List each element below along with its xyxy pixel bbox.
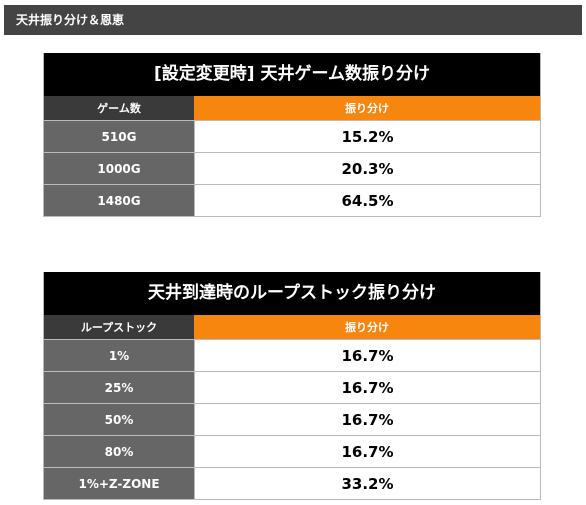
table-row: 1%+Z-ZONE 33.2% [44,468,540,500]
cell-value: 33.2% [194,468,540,499]
row-label: 1480G [44,185,194,216]
column-header: 振り分け [194,96,540,120]
cell-value: 16.7% [194,436,540,467]
row-label: 510G [44,121,194,152]
table-row: 1% 16.7% [44,340,540,372]
table-row: 80% 16.7% [44,436,540,468]
cell-value: 64.5% [194,185,540,216]
cell-value: 16.7% [194,340,540,371]
table-title: 天井到達時のループストック振り分け [44,272,540,315]
table-row: 510G 15.2% [44,121,540,153]
table-row: 50% 16.7% [44,404,540,436]
table-row: 1000G 20.3% [44,153,540,185]
column-header: ゲーム数 [44,96,194,120]
table: 天井到達時のループストック振り分け ループストック 振り分け 1% 16.7% 25% 16… [43,272,541,500]
row-label: 1% [44,340,194,371]
header-row: ゲーム数 振り分け [44,96,540,121]
header-row: ループストック 振り分け [44,315,540,340]
table-row: 1480G 64.5% [44,185,540,217]
row-label: 50% [44,404,194,435]
cell-value: 15.2% [194,121,540,152]
cell-value: 16.7% [194,404,540,435]
section-header: 天井振り分け＆恩恵 [4,5,582,35]
column-header: ループストック [44,315,194,339]
row-label: 1000G [44,153,194,184]
column-header: 振り分け [194,315,540,339]
cell-value: 20.3% [194,153,540,184]
table-title: [設定変更時] 天井ゲーム数振り分け [44,53,540,96]
table: [設定変更時] 天井ゲーム数振り分け ゲーム数 振り分け 510G 15.2% 1000G… [43,53,541,217]
row-label: 1%+Z-ZONE [44,468,194,499]
row-label: 25% [44,372,194,403]
row-label: 80% [44,436,194,467]
table-row: 25% 16.7% [44,372,540,404]
cell-value: 16.7% [194,372,540,403]
